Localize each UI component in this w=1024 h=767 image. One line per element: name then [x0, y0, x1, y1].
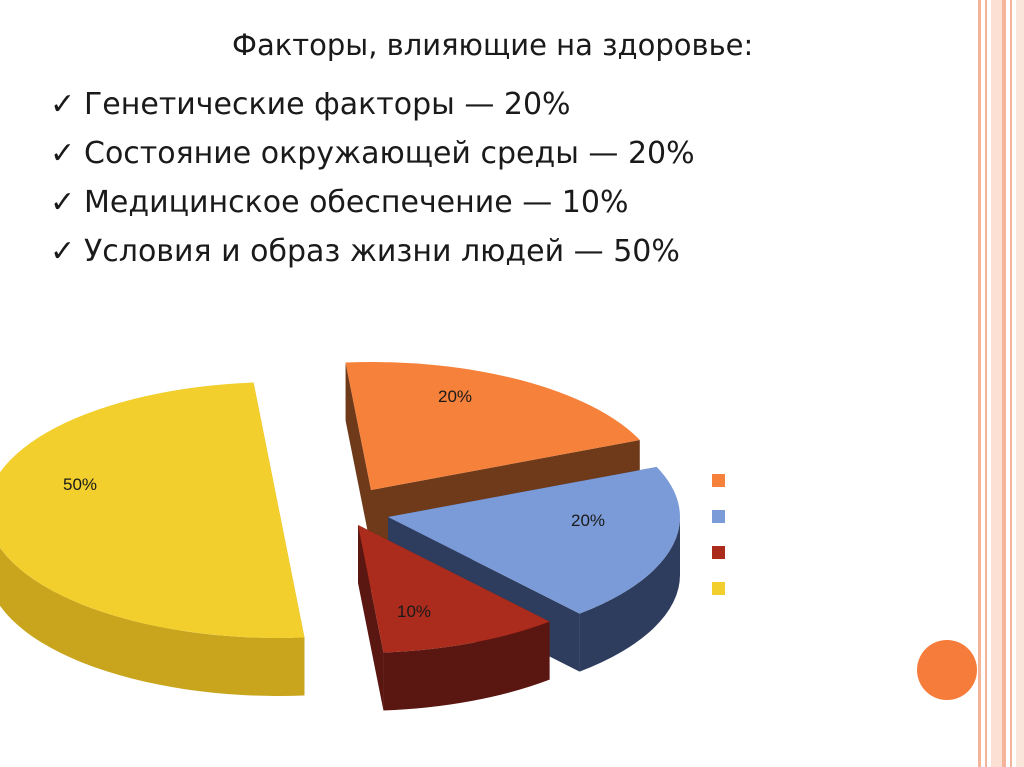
factor-text: Генетические факторы — 20% — [84, 87, 571, 122]
factor-text: Условия и образ жизни людей — 50% — [84, 234, 680, 269]
pie-slice-1 — [388, 466, 680, 614]
pie-label-0: 20% — [438, 387, 472, 406]
factor-list: ✓ Генетические факторы — 20% ✓ Состояние… — [50, 80, 695, 276]
factor-item-lifestyle: ✓ Условия и образ жизни людей — 50% — [50, 227, 695, 276]
legend-key-0 — [712, 474, 725, 487]
factor-item-genetic: ✓ Генетические факторы — 20% — [50, 80, 695, 129]
chart-legend — [712, 474, 725, 618]
pie-slice-2 — [358, 525, 550, 653]
checkmark-icon: ✓ — [50, 185, 76, 220]
checkmark-icon: ✓ — [50, 87, 76, 122]
pie-slice-3 — [0, 382, 305, 638]
pie-chart: 20% 20% 10% 50% — [0, 362, 680, 711]
factor-text: Состояние окружающей среды — 20% — [84, 136, 695, 171]
checkmark-icon: ✓ — [50, 234, 76, 269]
pie-slice-2-face-1 — [358, 525, 384, 711]
factor-item-environment: ✓ Состояние окружающей среды — 20% — [50, 129, 695, 178]
pie-slice-0 — [345, 362, 640, 490]
checkmark-icon: ✓ — [50, 136, 76, 171]
factor-item-medical: ✓ Медицинское обеспечение — 10% — [50, 178, 695, 227]
pie-label-2: 10% — [397, 602, 431, 621]
decorative-border — [978, 0, 1024, 767]
legend-key-2 — [712, 546, 725, 559]
legend-key-3 — [712, 582, 725, 595]
pie-slice-1-rim — [579, 517, 680, 672]
decorative-circle — [917, 640, 977, 700]
factor-text: Медицинское обеспечение — 10% — [84, 185, 629, 220]
pie-slice-3-rim — [0, 547, 305, 696]
pie-slice-0-face-0 — [345, 362, 371, 548]
pie-slice-2-rim — [383, 621, 550, 711]
pie-label-3: 50% — [63, 475, 97, 494]
legend-key-1 — [712, 510, 725, 523]
slide-heading: Факторы, влияющие на здоровье: — [232, 28, 754, 62]
pie-label-1: 20% — [571, 511, 605, 530]
